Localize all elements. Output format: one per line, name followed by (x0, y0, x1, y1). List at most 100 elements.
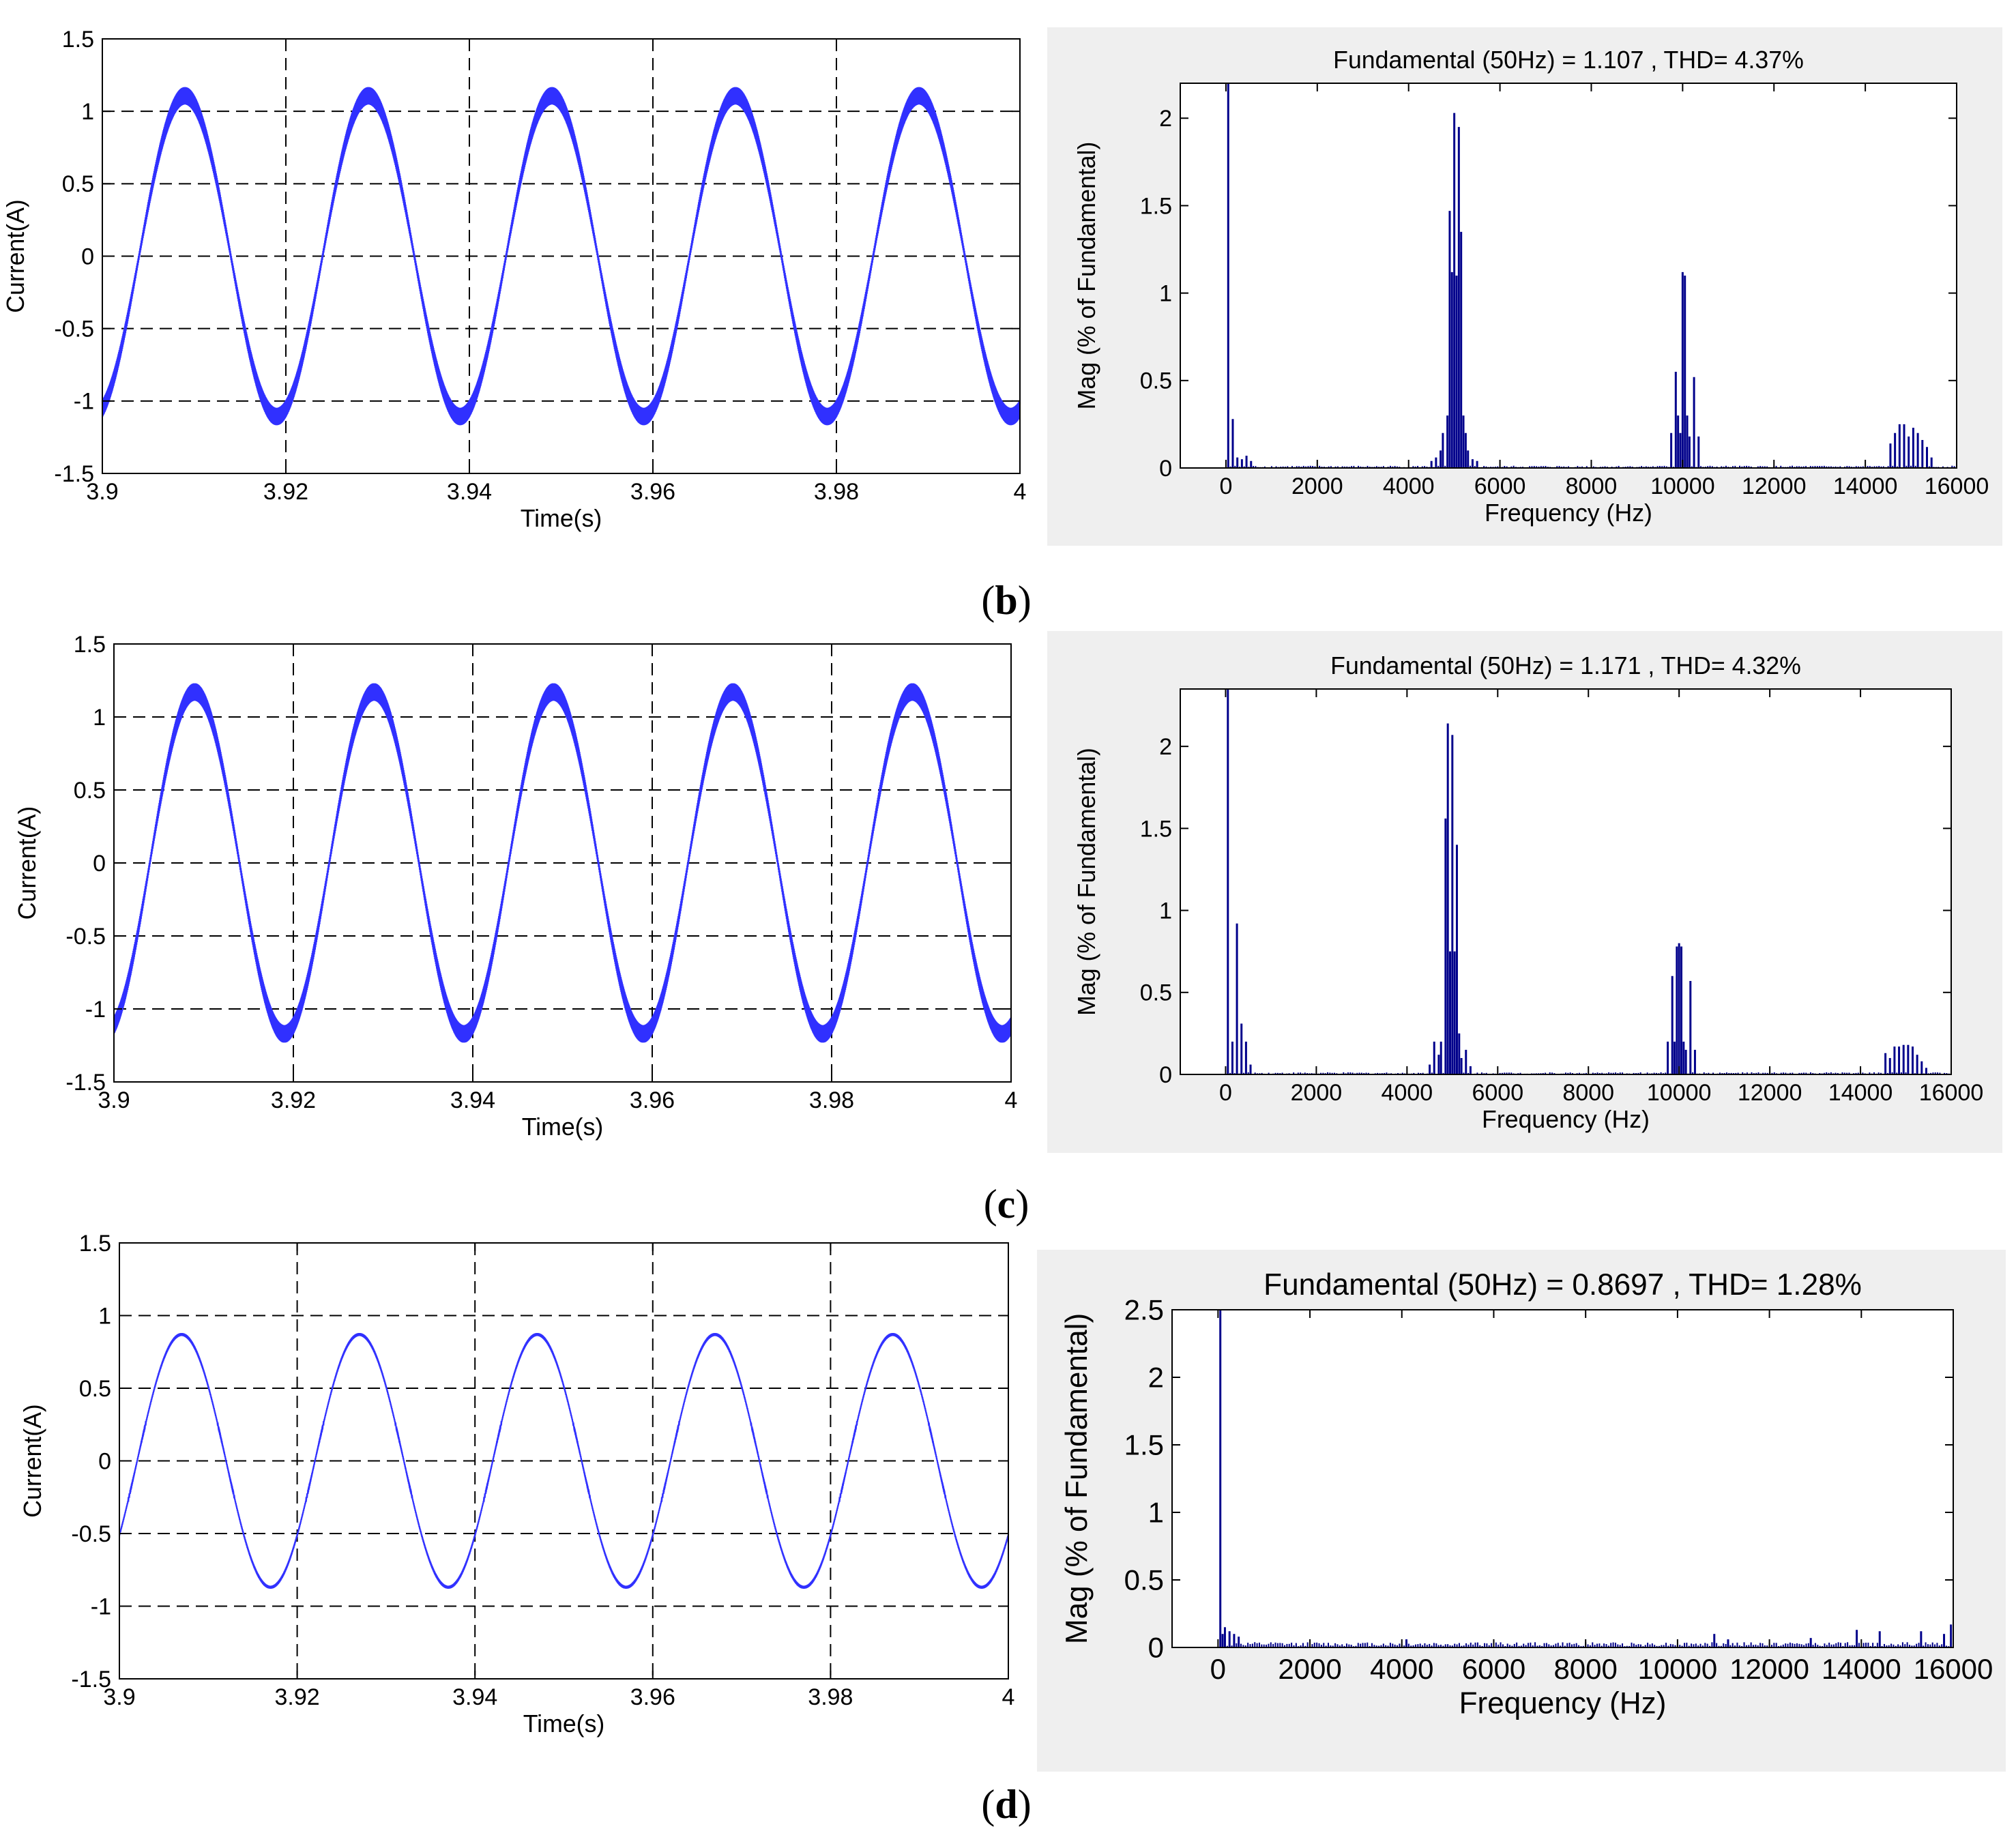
y-tick-label: 1 (1159, 281, 1172, 307)
chart-title: Fundamental (50Hz) = 0.8697 , THD= 1.28% (1263, 1268, 1862, 1302)
y-axis-label: Current(A) (19, 1404, 46, 1518)
panel-label-d: (d) (981, 1782, 1031, 1827)
y-tick-label: -1.5 (54, 461, 94, 487)
x-axis-label: Time(s) (521, 505, 602, 532)
x-tick-label: 0 (1210, 1653, 1226, 1685)
y-tick-label: 1 (1148, 1497, 1164, 1529)
y-tick-label: 1 (93, 705, 106, 731)
x-tick-label: 3.9 (86, 479, 118, 505)
x-tick-label: 4000 (1370, 1653, 1433, 1685)
plot-area (1180, 83, 1957, 468)
chart-c-spectrum: 0 2000 4000 6000 8000 10000 12000 14000 16000 0 0.… (1047, 631, 2002, 1153)
y-tick-label: 1.5 (1140, 193, 1172, 219)
chart-title: Fundamental (50Hz) = 1.107 , THD= 4.37% (1333, 46, 1804, 74)
y-tick-label: 2 (1159, 734, 1172, 760)
chart-d-time: 3.9 3.92 3.94 3.96 3.98 4 -1.5 -1 -0.5 0 0.5 1 1.5 Ti… (19, 1231, 1014, 1737)
y-tick-label: 1 (98, 1303, 111, 1329)
x-tick-label: 16000 (1919, 1080, 1984, 1106)
x-tick-label: 4000 (1383, 473, 1435, 499)
x-tick-label: 3.94 (450, 1087, 495, 1113)
y-axis-label: Mag (% of Fundamental) (1073, 748, 1100, 1016)
x-tick-label: 14000 (1822, 1653, 1901, 1685)
y-tick-label: 1 (81, 99, 94, 125)
plot-area (1172, 1310, 1953, 1647)
y-tick-label: 0.5 (1140, 980, 1172, 1006)
x-tick-label: 6000 (1472, 1080, 1523, 1106)
x-tick-label: 3.94 (452, 1684, 497, 1710)
x-tick-label: 3.92 (263, 479, 308, 505)
y-tick-label: -1 (91, 1594, 111, 1619)
x-tick-label: 4 (1014, 479, 1027, 505)
y-tick-label: 0 (93, 851, 106, 877)
plot-area (1180, 689, 1951, 1074)
x-tick-label: 2000 (1291, 1080, 1343, 1106)
x-tick-label: 10000 (1637, 1653, 1717, 1685)
x-tick-label: 12000 (1729, 1653, 1809, 1685)
x-tick-label: 6000 (1474, 473, 1526, 499)
x-tick-label: 0 (1219, 473, 1232, 499)
chart-b-spectrum: 0 2000 4000 6000 8000 10000 12000 14000 16000 0 0.… (1047, 27, 2002, 546)
x-tick-label: 8000 (1553, 1653, 1617, 1685)
y-tick-label: -0.5 (54, 317, 94, 342)
x-tick-label: 12000 (1738, 1080, 1802, 1106)
y-tick-label: -1.5 (65, 1070, 106, 1096)
panel-label-c: (c) (984, 1182, 1029, 1227)
x-tick-label: 3.92 (271, 1087, 316, 1113)
x-tick-label: 3.98 (809, 1087, 854, 1113)
y-tick-label: -1 (74, 389, 94, 415)
x-tick-label: 3.9 (103, 1684, 135, 1710)
y-tick-label: 0 (81, 244, 94, 269)
x-tick-label: 3.98 (814, 479, 859, 505)
x-tick-label: 3.94 (447, 479, 492, 505)
y-tick-label: 0 (98, 1448, 111, 1474)
x-axis-label: Frequency (Hz) (1459, 1687, 1667, 1720)
x-tick-label: 3.96 (630, 479, 675, 505)
y-tick-label: 1.5 (1140, 816, 1172, 842)
chart-c-time: 3.9 3.92 3.94 3.96 3.98 4 -1.5 -1 -0.5 0 0.5 1 1.5 Ti… (14, 632, 1017, 1141)
y-tick-label: 1.5 (79, 1231, 111, 1257)
x-tick-label: 4 (1002, 1684, 1015, 1710)
y-tick-label: 1 (1159, 898, 1172, 924)
y-tick-label: 0.5 (74, 778, 106, 804)
y-tick-label: 2 (1148, 1362, 1164, 1394)
x-axis-label: Frequency (Hz) (1485, 499, 1652, 527)
x-tick-label: 14000 (1833, 473, 1898, 499)
x-tick-label: 2000 (1291, 473, 1343, 499)
x-tick-label: 3.96 (630, 1684, 675, 1710)
y-tick-label: 1.5 (62, 27, 94, 53)
x-tick-label: 8000 (1562, 1080, 1614, 1106)
x-tick-label: 3.92 (275, 1684, 320, 1710)
current-waveform (118, 1332, 1010, 1589)
x-tick-label: 3.98 (808, 1684, 853, 1710)
y-tick-label: 0 (1159, 456, 1172, 482)
x-tick-label: 10000 (1647, 1080, 1712, 1106)
y-tick-label: 1.5 (1124, 1429, 1164, 1461)
y-tick-label: 0.5 (79, 1376, 111, 1402)
x-tick-label: 4000 (1382, 1080, 1433, 1106)
chart-d-spectrum: 0 2000 4000 6000 8000 10000 12000 14000 16000 0 0.… (1037, 1250, 2006, 1772)
y-axis-label: Mag (% of Fundamental) (1073, 142, 1100, 410)
y-tick-label: 0.5 (1124, 1564, 1164, 1596)
x-tick-label: 10000 (1650, 473, 1715, 499)
x-tick-label: 2000 (1278, 1653, 1341, 1685)
x-tick-label: 16000 (1925, 473, 1989, 499)
y-axis-label: Mag (% of Fundamental) (1060, 1313, 1094, 1644)
y-axis-label: Current(A) (2, 199, 29, 313)
x-tick-label: 0 (1219, 1080, 1232, 1106)
y-tick-label: 2.5 (1124, 1294, 1164, 1326)
spectrum-bars (1225, 689, 1951, 1074)
x-axis-label: Frequency (Hz) (1482, 1106, 1650, 1133)
plot-frame (1180, 688, 1952, 1075)
chart-title: Fundamental (50Hz) = 1.171 , THD= 4.32% (1330, 652, 1801, 679)
current-waveform (113, 683, 1012, 1043)
x-tick-label: 12000 (1742, 473, 1807, 499)
y-tick-label: -1.5 (71, 1667, 111, 1692)
y-axis-label: Current(A) (14, 806, 41, 920)
y-tick-label: 1.5 (74, 632, 106, 658)
y-tick-label: 0 (1159, 1062, 1172, 1088)
y-tick-label: -1 (85, 997, 106, 1023)
x-tick-label: 8000 (1566, 473, 1618, 499)
plot-frame (1180, 83, 1957, 469)
x-tick-label: 16000 (1914, 1653, 1993, 1685)
